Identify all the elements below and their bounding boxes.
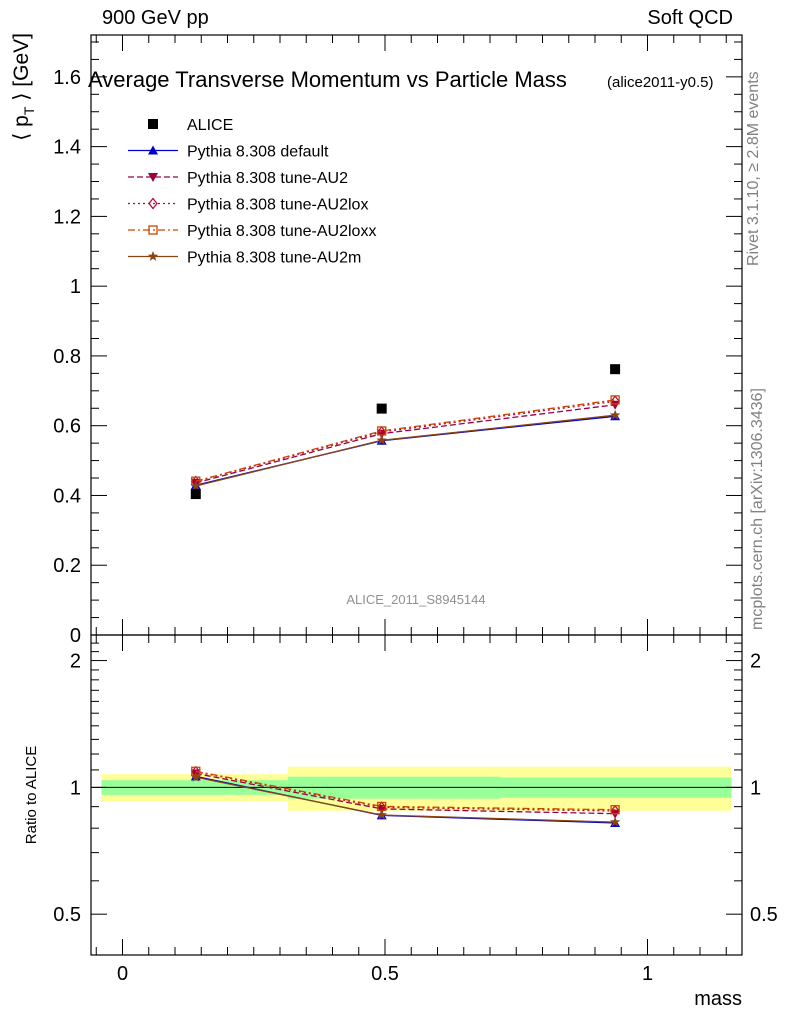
legend-label-alice: ALICE	[187, 117, 233, 134]
analysis-watermark: ALICE_2011_S8945144	[346, 592, 485, 607]
main-series-line-0	[195, 415, 616, 486]
main-series-point-1	[376, 429, 387, 439]
main-series-line-3	[195, 399, 616, 482]
main-series-point-4	[376, 434, 387, 445]
ratio-series-point-4	[609, 816, 621, 827]
ratio-series-point-4	[376, 809, 387, 820]
legend-marker-alice	[148, 119, 158, 129]
chart-subtitle: (alice2011-y0.5)	[607, 74, 713, 91]
legend-marker-1	[148, 173, 158, 182]
main-y-tick-label: 1.6	[53, 67, 81, 89]
legend-label-2: Pythia 8.308 tune-AU2lox	[187, 197, 368, 214]
main-series-line-4	[195, 414, 616, 487]
ratio-series-line-3	[195, 770, 616, 811]
ratio-x-tick-label: 1	[642, 963, 653, 985]
main-y-tick-label: 1	[70, 276, 81, 298]
x-axis-label: mass	[694, 988, 742, 1010]
main-y-axis-label: ⟨ pT ⟩ [GeV]	[10, 33, 37, 141]
legend-label-4: Pythia 8.308 tune-AU2m	[187, 250, 361, 267]
legend-label-0: Pythia 8.308 default	[187, 144, 329, 161]
ratio-series-point-2	[610, 805, 620, 817]
ratio-series-point-4	[190, 771, 201, 782]
ratio-series-point-3	[610, 805, 620, 815]
legend-label-1: Pythia 8.308 tune-AU2	[187, 170, 348, 187]
header-right: Soft QCD	[647, 7, 733, 29]
main-series-point-3	[610, 395, 620, 405]
main-y-tick-label: 0.2	[53, 555, 81, 577]
main-y-tick-label: 1.4	[53, 137, 81, 159]
ratio-x-tick-label: 0	[117, 963, 128, 985]
chart-title: Average Transverse Momentum vs Particle …	[88, 67, 567, 92]
main-y-tick-label: 0.8	[53, 346, 81, 368]
legend-marker-0	[148, 145, 158, 155]
header-left: 900 GeV pp	[102, 7, 209, 29]
legend-marker-2	[148, 197, 158, 210]
alice-data-point	[376, 403, 387, 414]
main-series-line-2	[195, 400, 616, 483]
legend-marker-3	[148, 225, 158, 235]
main-y-tick-label: 0.6	[53, 416, 81, 438]
alice-data-point	[190, 489, 201, 500]
ratio-y-tick-label-right: 2	[750, 651, 761, 673]
ratio-plot-frame	[90, 634, 743, 956]
main-series-point-4	[609, 409, 621, 420]
ratio-x-tick-label: 0.5	[371, 963, 399, 985]
main-y-tick-label: 1.2	[53, 206, 81, 228]
legend-marker-4	[147, 251, 159, 261]
main-y-tick-label: 0	[70, 625, 81, 647]
main-y-tick-label: 0.4	[53, 485, 81, 507]
ratio-y-tick-label: 0.5	[53, 904, 81, 926]
ratio-y-axis-label: Ratio to ALICE	[23, 746, 40, 844]
ratio-y-tick-label: 1	[70, 777, 81, 799]
ratio-y-tick-label-right: 1	[750, 777, 761, 799]
ratio-y-tick-label: 2	[70, 651, 81, 673]
alice-data-point	[610, 364, 621, 375]
ratio-y-tick-label-right: 0.5	[750, 904, 778, 926]
legend-label-3: Pythia 8.308 tune-AU2loxx	[187, 223, 376, 240]
main-series-point-4	[190, 480, 201, 491]
